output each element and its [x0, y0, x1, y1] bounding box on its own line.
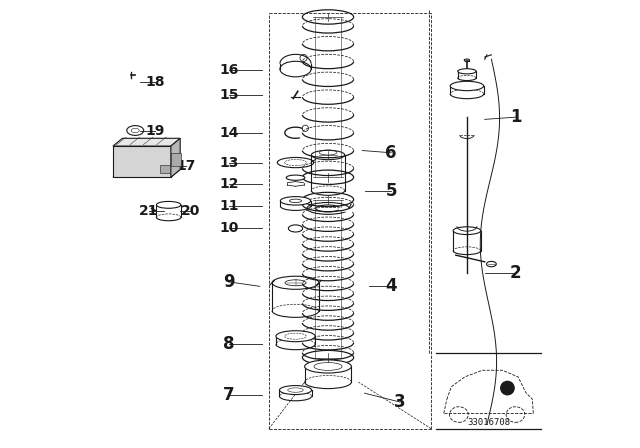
Text: 15: 15 — [219, 88, 239, 102]
Ellipse shape — [289, 225, 303, 232]
Ellipse shape — [458, 69, 476, 74]
Text: 9: 9 — [223, 273, 234, 291]
Text: 7: 7 — [223, 387, 234, 405]
Text: 8: 8 — [223, 335, 234, 353]
Bar — [160, 165, 170, 173]
Text: 10: 10 — [219, 221, 239, 236]
Polygon shape — [171, 138, 180, 177]
Text: 13: 13 — [219, 155, 239, 169]
Ellipse shape — [280, 386, 312, 395]
Ellipse shape — [286, 175, 305, 180]
Text: 4: 4 — [385, 277, 397, 295]
Ellipse shape — [506, 407, 525, 422]
Text: 21: 21 — [139, 204, 158, 218]
Text: 14: 14 — [219, 126, 239, 140]
Ellipse shape — [305, 360, 351, 373]
Ellipse shape — [450, 81, 484, 90]
Ellipse shape — [486, 261, 496, 267]
Ellipse shape — [127, 125, 144, 135]
Bar — [171, 153, 180, 166]
Polygon shape — [113, 138, 180, 146]
Ellipse shape — [280, 197, 310, 205]
Bar — [113, 146, 171, 177]
Text: 3: 3 — [394, 393, 406, 411]
Text: 18: 18 — [145, 74, 165, 89]
Ellipse shape — [464, 59, 470, 61]
Text: 19: 19 — [145, 124, 165, 138]
Text: 17: 17 — [177, 159, 196, 173]
Text: 20: 20 — [181, 204, 200, 218]
Text: 5: 5 — [385, 181, 397, 200]
Text: 16: 16 — [219, 64, 239, 78]
Ellipse shape — [280, 61, 311, 77]
Text: 33016708: 33016708 — [467, 418, 510, 426]
Text: 6: 6 — [385, 144, 397, 162]
Circle shape — [500, 381, 514, 395]
Text: 2: 2 — [510, 264, 522, 282]
Ellipse shape — [449, 407, 468, 422]
Text: 11: 11 — [219, 199, 239, 213]
Text: 1: 1 — [510, 108, 522, 126]
Ellipse shape — [276, 331, 315, 342]
Text: 12: 12 — [219, 177, 239, 191]
